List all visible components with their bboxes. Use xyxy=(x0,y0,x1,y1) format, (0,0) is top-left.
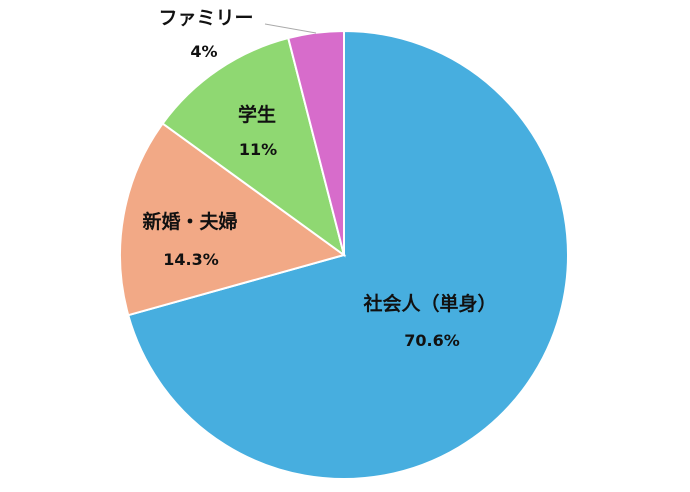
slice-value-newlywed: 14.3% xyxy=(163,250,219,269)
slice-value-family: 4% xyxy=(190,42,217,61)
slice-value-student: 11% xyxy=(239,140,277,159)
slice-label-family: ファミリー xyxy=(158,7,253,29)
slice-label-student: 学生 xyxy=(238,103,276,126)
slice-value-working: 70.6% xyxy=(404,331,460,350)
pie-slice-newlywed xyxy=(119,122,347,317)
slice-label-working: 社会人（単身） xyxy=(362,292,496,315)
leader-line-family xyxy=(264,23,317,34)
pie-slice-student xyxy=(161,36,346,258)
pie-slice-working xyxy=(127,29,569,480)
slice-label-newlywed: 新婚・夫婦 xyxy=(142,210,237,233)
